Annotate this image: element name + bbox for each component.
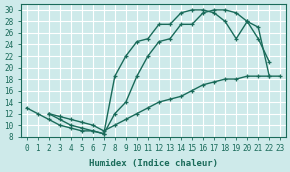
X-axis label: Humidex (Indice chaleur): Humidex (Indice chaleur)	[89, 159, 218, 168]
